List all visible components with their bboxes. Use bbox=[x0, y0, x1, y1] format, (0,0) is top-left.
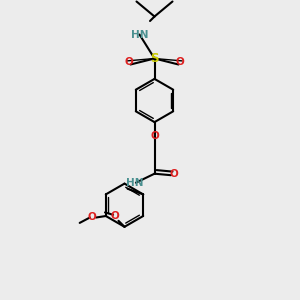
Text: S: S bbox=[150, 52, 159, 65]
Text: O: O bbox=[110, 211, 119, 221]
Text: HN: HN bbox=[131, 29, 148, 40]
Text: HN: HN bbox=[126, 178, 143, 188]
Text: O: O bbox=[169, 169, 178, 179]
Text: O: O bbox=[176, 56, 184, 67]
Text: O: O bbox=[150, 130, 159, 141]
Text: O: O bbox=[87, 212, 96, 223]
Text: O: O bbox=[124, 56, 134, 67]
